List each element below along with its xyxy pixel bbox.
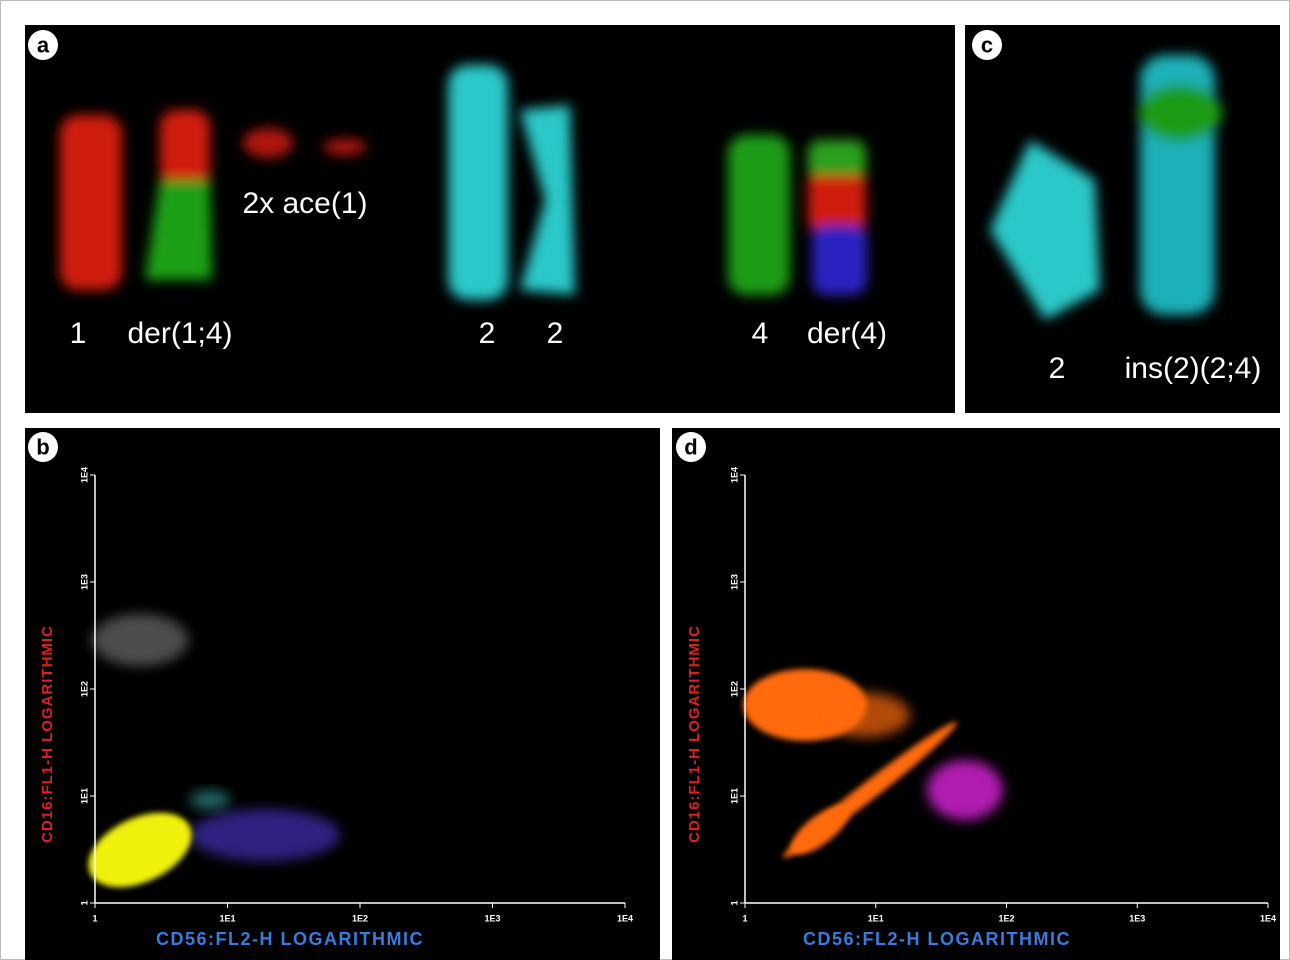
y-axis-title: CD16:FL1-H LOGARITHMIC [686, 625, 703, 843]
y-tick-label: 1E1 [79, 788, 89, 804]
chromosome-label: 2 [547, 317, 564, 350]
x-axis-title: CD56:FL2-H LOGARITHMIC [156, 929, 424, 949]
chromosome-label: 2x ace(1) [242, 187, 367, 220]
y-tick-label: 1 [79, 900, 89, 905]
y-tick-label: 1E4 [729, 467, 739, 483]
x-tick-label: 1E1 [219, 913, 235, 923]
x-tick-label: 1E3 [1129, 913, 1145, 923]
chromosome-label: 2 [1049, 352, 1066, 385]
chromosome-label: 4 [752, 317, 769, 350]
y-tick-label: 1E3 [79, 574, 89, 590]
panel-letter: d [684, 435, 697, 460]
y-tick-label: 1E1 [729, 788, 739, 804]
x-tick-label: 1E2 [352, 913, 368, 923]
y-tick-label: 1E2 [729, 681, 739, 697]
x-tick-label: 1E1 [868, 913, 884, 923]
page: {"panels": { "a": {"panel_label": "a", "… [0, 0, 1290, 960]
figure: a c 1 der(1;4) 2x ace(1) 2 2 4 der(4) 2 … [0, 0, 1290, 960]
x-tick-label: 1 [742, 913, 747, 923]
x-tick-label: 1E2 [998, 913, 1014, 923]
y-tick-label: 1E3 [729, 574, 739, 590]
panel-letter: a [37, 33, 50, 58]
x-tick-label: 1E3 [484, 913, 500, 923]
x-tick-label: 1 [92, 913, 97, 923]
chromosome-label: der(4) [807, 317, 887, 350]
x-tick-label: 1E4 [617, 913, 633, 923]
panel-letter: c [981, 33, 993, 58]
chromosome-label: ins(2)(2;4) [1125, 352, 1262, 385]
x-axis-title: CD56:FL2-H LOGARITHMIC [803, 929, 1071, 949]
panel-letter: b [36, 435, 49, 460]
x-tick-label: 1E4 [1260, 913, 1276, 923]
chromosome-label: der(1;4) [127, 317, 232, 350]
y-tick-label: 1E4 [79, 467, 89, 483]
chromosome-label: 2 [479, 317, 496, 350]
y-axis-title: CD16:FL1-H LOGARITHMIC [39, 625, 56, 843]
chromosome-label: 1 [70, 317, 87, 350]
y-tick-label: 1E2 [79, 681, 89, 697]
y-tick-label: 1 [729, 900, 739, 905]
